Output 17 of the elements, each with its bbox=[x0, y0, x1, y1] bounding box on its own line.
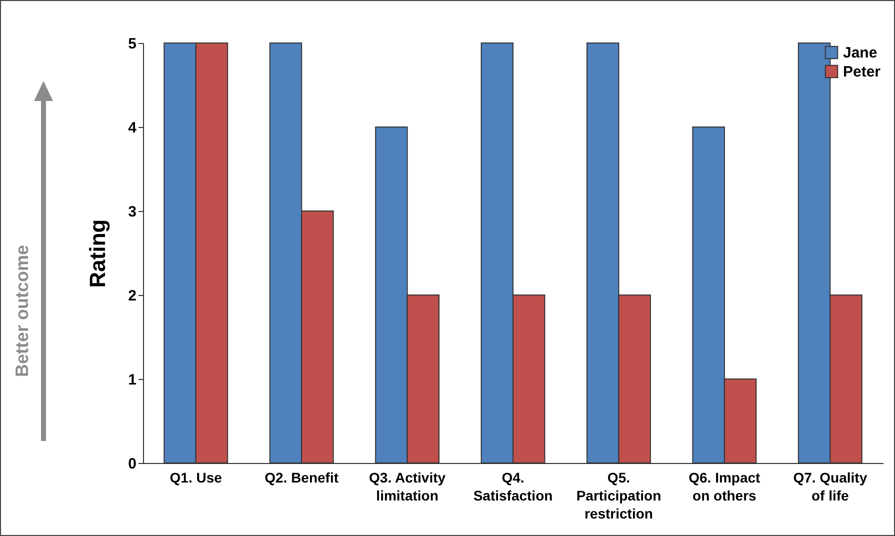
x-tick-label: Q4. Satisfaction bbox=[473, 470, 553, 504]
x-tick-label: Q3. Activity limitation bbox=[369, 470, 446, 504]
y-tick-label: 4 bbox=[128, 120, 138, 136]
x-tick-label: Q6. Impact on others bbox=[688, 470, 761, 504]
y-tick-label: 5 bbox=[128, 36, 136, 52]
x-tick-label: Q7. Quality of life bbox=[793, 470, 868, 504]
y-tick-label: 3 bbox=[128, 204, 136, 220]
x-tick-label: Q1. Use bbox=[170, 470, 222, 486]
y-tick-label: 1 bbox=[128, 372, 136, 388]
legend-label: Jane bbox=[843, 44, 878, 62]
y-tick-label: 0 bbox=[128, 456, 136, 472]
text: Better outcome bbox=[12, 244, 32, 378]
legend-label: Peter bbox=[843, 64, 881, 80]
x-tick-label: Q2. Benefit bbox=[264, 470, 339, 486]
x-tick-label: Q5. Participation restriction bbox=[576, 470, 662, 522]
y-axis-title: Rating bbox=[85, 219, 110, 288]
y-tick-label: 2 bbox=[128, 288, 136, 304]
